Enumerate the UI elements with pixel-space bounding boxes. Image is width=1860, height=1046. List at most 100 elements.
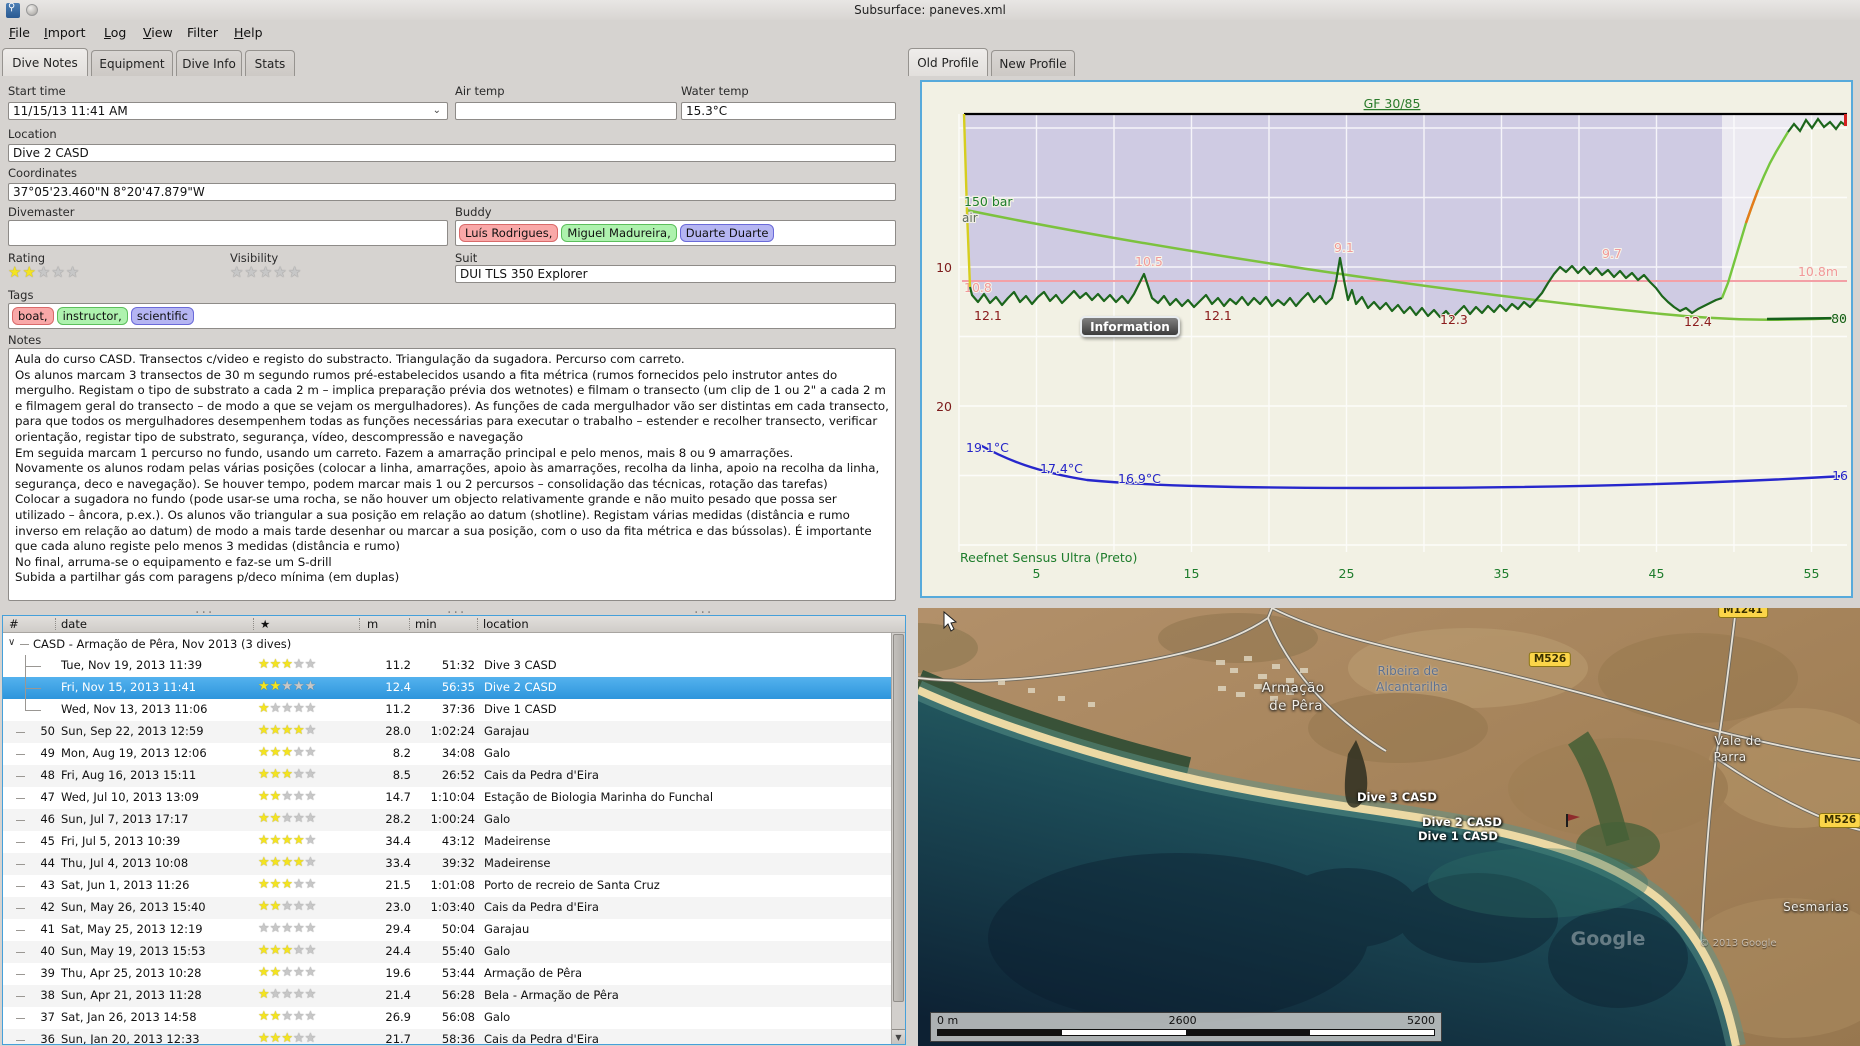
dive-row[interactable]: 39 Thu, Apr 25, 2013 10:28 19.6 53:44 Armaçã… bbox=[3, 963, 905, 985]
water-feature-label: Ribeira de bbox=[1377, 664, 1439, 678]
tab-old-profile[interactable]: Old Profile bbox=[908, 48, 988, 76]
dive-row[interactable]: 46 Sun, Jul 7, 2013 17:17 28.2 1:00:24 Galo ★… bbox=[3, 809, 905, 831]
star-icon: ★ bbox=[304, 1031, 317, 1045]
dive-duration: 34:08 bbox=[441, 746, 475, 760]
scrollbar-thumb[interactable] bbox=[893, 634, 904, 1002]
dive-row[interactable]: Tue, Nov 19, 2013 11:39 11.2 51:32 Dive 3 C… bbox=[3, 655, 905, 677]
dive-row[interactable]: 41 Sat, May 25, 2013 12:19 29.4 50:04 Garaja… bbox=[3, 919, 905, 941]
tab-new-profile[interactable]: New Profile bbox=[991, 50, 1075, 76]
pressure-end-label: 80 bbox=[1831, 311, 1847, 326]
scroll-down-button[interactable]: ▼ bbox=[892, 1029, 905, 1044]
notes-field[interactable]: Aula do curso CASD. Transectos c/video e… bbox=[8, 348, 896, 601]
dive-row[interactable]: 36 Sun, Jan 20, 2013 12:33 21.7 58:36 Cais d… bbox=[3, 1029, 905, 1045]
trip-group-row[interactable]: ∨ CASD - Armação de Pêra, Nov 2013 (3 di… bbox=[3, 633, 905, 655]
col-date[interactable]: date bbox=[61, 617, 87, 631]
coordinates-field[interactable] bbox=[8, 183, 896, 201]
dive-site-map[interactable]: Armação de Pêra Ribeira de Alcantarilha … bbox=[918, 608, 1860, 1046]
dive-date: Tue, Nov 19, 2013 11:39 bbox=[61, 658, 203, 672]
rating-stars[interactable]: ★★★★★ bbox=[8, 263, 80, 281]
dive-list-scrollbar[interactable]: ▼ bbox=[891, 633, 905, 1044]
menu-file[interactable]: File bbox=[9, 25, 30, 40]
location-field[interactable] bbox=[8, 144, 896, 162]
tab-stats[interactable]: Stats bbox=[245, 50, 295, 76]
chevron-down-icon: ⌄ bbox=[432, 105, 441, 116]
dive-row[interactable]: Wed, Nov 13, 2013 11:06 11.2 37:36 Dive 1 C… bbox=[3, 699, 905, 721]
road-badge: M1241 bbox=[1718, 608, 1768, 618]
dive-list-header[interactable]: # date ★ m min location bbox=[3, 616, 905, 633]
dive-row[interactable]: 45 Fri, Jul 5, 2013 10:39 34.4 43:12 Madeire… bbox=[3, 831, 905, 853]
col-location[interactable]: location bbox=[483, 617, 529, 631]
dive-rating-stars: ★★★★★ bbox=[258, 745, 348, 760]
dive-row[interactable]: 50 Sun, Sep 22, 2013 12:59 28.0 1:02:24 Gara… bbox=[3, 721, 905, 743]
star-icon: ★ bbox=[230, 263, 245, 281]
dive-row[interactable]: 43 Sat, Jun 1, 2013 11:26 21.5 1:01:08 Porto… bbox=[3, 875, 905, 897]
dive-row[interactable]: 47 Wed, Jul 10, 2013 13:09 14.7 1:10:04 Esta… bbox=[3, 787, 905, 809]
map-watermark: Google bbox=[1570, 928, 1646, 950]
divemaster-field[interactable] bbox=[8, 220, 448, 246]
star-icon: ★ bbox=[281, 899, 293, 914]
star-icon: ★ bbox=[304, 899, 317, 914]
tags-field[interactable]: boat, instructor, scientific bbox=[8, 303, 896, 329]
information-tooltip[interactable]: Information bbox=[1080, 316, 1180, 337]
col-depth[interactable]: m bbox=[367, 617, 379, 631]
star-icon: ★ bbox=[292, 877, 305, 892]
air-temp-field[interactable] bbox=[455, 102, 677, 120]
tree-line bbox=[16, 776, 25, 777]
collapse-caret-icon[interactable]: ∨ bbox=[8, 637, 16, 648]
dive-row[interactable]: 48 Fri, Aug 16, 2013 15:11 8.5 26:52 Cais da… bbox=[3, 765, 905, 787]
dive-row[interactable]: Fri, Nov 15, 2013 11:41 12.4 56:35 Dive 2 C… bbox=[3, 677, 905, 699]
menu-log[interactable]: Log bbox=[104, 25, 127, 40]
visibility-stars[interactable]: ★★★★★ bbox=[230, 263, 302, 281]
buddy-field[interactable]: Luís Rodrigues, Miguel Madureira, Duarte D… bbox=[455, 220, 896, 246]
menu-import[interactable]: Import bbox=[44, 25, 86, 40]
dive-row[interactable]: 37 Sat, Jan 26, 2013 14:58 26.9 56:08 Galo ★★… bbox=[3, 1007, 905, 1029]
dive-rating-stars: ★★★★★ bbox=[258, 855, 348, 870]
tree-line bbox=[16, 996, 25, 997]
menu-help[interactable]: Help bbox=[234, 25, 263, 40]
air-temp-label: Air temp bbox=[455, 84, 505, 98]
menu-filter[interactable]: Filter bbox=[187, 25, 218, 40]
dive-row[interactable]: 42 Sun, May 26, 2013 15:40 23.0 1:03:40 Cais… bbox=[3, 897, 905, 919]
dive-depth: 26.9 bbox=[385, 1010, 411, 1024]
star-icon: ★ bbox=[269, 943, 282, 958]
col-number[interactable]: # bbox=[9, 617, 19, 631]
dive-row[interactable]: 44 Thu, Jul 4, 2013 10:08 33.4 39:32 Madeire… bbox=[3, 853, 905, 875]
dive-number: 39 bbox=[40, 966, 55, 980]
dive-profile-chart[interactable]: 10.8 GF 30/85 150 bar air 80 10 20 12.1 … bbox=[920, 80, 1853, 598]
dive-duration: 1:01:08 bbox=[430, 878, 475, 892]
splitter-handle[interactable]: ··· bbox=[694, 605, 714, 621]
tab-dive-notes[interactable]: Dive Notes bbox=[2, 48, 88, 76]
dive-depth: 34.4 bbox=[385, 834, 411, 848]
dive-row[interactable]: 40 Sun, May 19, 2013 15:53 24.4 55:40 Galo ★★… bbox=[3, 941, 905, 963]
place-label: de Pêra bbox=[1269, 698, 1323, 714]
min-depth-label: 9.1 bbox=[1334, 240, 1354, 255]
pressure-start-label: 150 bar bbox=[964, 194, 1013, 209]
splitter-handle[interactable]: ··· bbox=[447, 605, 467, 621]
splitter-handle[interactable]: ··· bbox=[195, 605, 215, 621]
dive-duration: 39:32 bbox=[441, 856, 475, 870]
descent-segment bbox=[962, 113, 972, 288]
dive-location: Estação de Biologia Marinha do Funchal bbox=[484, 790, 714, 804]
dive-depth: 8.2 bbox=[392, 746, 411, 760]
star-icon: ★ bbox=[304, 679, 317, 694]
col-duration[interactable]: min bbox=[415, 617, 437, 631]
tab-dive-info[interactable]: Dive Info bbox=[176, 50, 242, 76]
tab-equipment[interactable]: Equipment bbox=[91, 50, 173, 76]
col-rating[interactable]: ★ bbox=[260, 617, 271, 631]
divemaster-label: Divemaster bbox=[8, 205, 75, 219]
tree-line bbox=[25, 699, 26, 711]
dive-row[interactable]: 38 Sun, Apr 21, 2013 11:28 21.4 56:28 Bela -… bbox=[3, 985, 905, 1007]
start-time-combo[interactable]: 11/15/13 11:41 AM ⌄ bbox=[8, 102, 448, 120]
suit-field[interactable] bbox=[455, 265, 896, 283]
menu-view[interactable]: View bbox=[143, 25, 173, 40]
dive-row[interactable]: 49 Mon, Aug 19, 2013 12:06 8.2 34:08 Galo ★★★… bbox=[3, 743, 905, 765]
temperature-line bbox=[979, 443, 1845, 490]
water-temp-label: Water temp bbox=[681, 84, 749, 98]
town-buildings bbox=[998, 656, 1308, 707]
water-temp-field[interactable] bbox=[681, 102, 896, 120]
column-divider bbox=[409, 618, 410, 630]
star-icon: ★ bbox=[292, 701, 305, 716]
tree-line bbox=[16, 908, 25, 909]
star-icon: ★ bbox=[258, 723, 270, 738]
dive-location: Garajau bbox=[484, 724, 530, 738]
